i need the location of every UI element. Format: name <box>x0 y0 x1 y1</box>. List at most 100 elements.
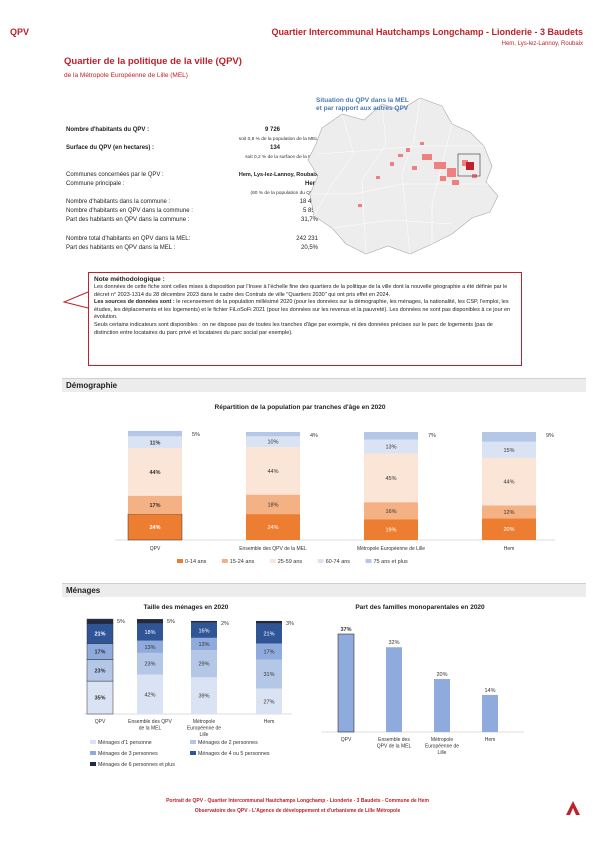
taille-data-label: 21% <box>263 632 274 638</box>
stat-label: Nombre d'habitants du QPV : <box>66 127 150 133</box>
age-bar-segment <box>128 495 182 515</box>
taille-bar-segment <box>191 622 217 638</box>
legend-label: Ménages de 6 personnes et plus <box>98 762 175 768</box>
stat-value: Hem, Lys-lez-Lannoy, Roubaix <box>238 172 318 178</box>
age-bar-segment <box>364 453 418 503</box>
mono-bar <box>434 679 450 732</box>
taille-bar-segment <box>256 643 282 660</box>
taille-data-label: 13% <box>198 642 209 648</box>
mono-bar <box>337 633 355 733</box>
section-demographie: Démographie <box>62 378 586 392</box>
legend-label: Ménages de 3 personnes <box>98 751 158 757</box>
mono-data-label: 32% <box>388 640 399 646</box>
age-data-label: 24% <box>267 525 278 531</box>
age-category-label: Hem <box>504 546 515 552</box>
taille-bar-segment <box>191 650 217 678</box>
taille-bar-segment <box>256 620 282 624</box>
location-map: Situation du QPV dans la MEL et par rapp… <box>302 84 514 262</box>
taille-bar-segment <box>191 637 217 651</box>
taille-bar-segment <box>137 640 163 653</box>
age-bar-segment <box>364 502 418 520</box>
stat-value: 9 726 <box>264 127 280 133</box>
footer-line2: Observatoire des QPV - L'Agence de dével… <box>194 808 401 814</box>
age-data-label: 4% <box>310 433 318 439</box>
taille-bar-segment <box>256 659 282 689</box>
note-text: le recensement de la population millésim… <box>94 299 511 321</box>
section-title: Ménages <box>66 586 101 595</box>
note-title: Note méthodologique : <box>94 276 165 283</box>
section-menages: Ménages <box>62 583 586 597</box>
legend-swatch <box>90 751 96 755</box>
age-chart: 24% 17% 44% 11% 5% QPV 24% 18% 44% 10% 4% Ensemble … <box>115 430 555 565</box>
taille-category-label: Hem <box>264 719 275 725</box>
section-title: Démographie <box>66 381 118 390</box>
taille-bar-segment <box>86 618 114 625</box>
stat-label: Nombre d'habitants en QPV dans la commun… <box>66 208 193 214</box>
legend-swatch <box>365 559 372 563</box>
methodology-note: Note méthodologique : Les données de cet… <box>88 272 522 366</box>
legend-swatch <box>90 740 96 744</box>
taille-data-label: 27% <box>263 699 274 705</box>
taille-bar-segment <box>86 680 114 715</box>
taille-bar-segment <box>137 674 163 714</box>
age-data-label: 45% <box>385 476 396 482</box>
age-bar-segment <box>246 447 300 495</box>
age-bar-segment <box>128 430 182 437</box>
stat-note: (60 % de la population du QPV) <box>250 191 318 196</box>
mono-bar <box>386 647 402 732</box>
taille-category-label: Européenne de <box>187 726 221 732</box>
taille-category-label: QPV <box>95 719 106 725</box>
legend-swatch <box>190 740 196 744</box>
focus-frame <box>457 153 481 177</box>
age-data-label: 10% <box>267 440 278 446</box>
legend-label: Ménages de 2 personnes <box>198 740 258 746</box>
legend-swatch <box>269 559 276 563</box>
taille-chart-title: Taille des ménages en 2020 <box>143 604 229 611</box>
stat-label: Nombre d'habitants dans la commune : <box>66 199 171 205</box>
stat-value: 242 231 <box>296 236 318 242</box>
taille-data-label: 21% <box>94 632 105 638</box>
map-title-line2: et par rapport aux autres QPV <box>316 105 409 112</box>
legend-label: 0-14 ans <box>185 559 207 565</box>
commune-borders <box>310 97 490 255</box>
taille-bar-segment <box>256 623 282 644</box>
header-title: Quartier Intercommunal Hautchamps Longch… <box>271 27 583 37</box>
mono-category-label: Métropole <box>431 737 453 743</box>
stat-value: 18 462 <box>299 199 318 205</box>
age-bar-segment <box>482 441 536 458</box>
legend-label: Ménages d'1 personne <box>98 740 152 746</box>
age-data-label: 13% <box>385 445 396 451</box>
age-data-label: 11% <box>150 440 161 446</box>
stat-value: 20,5% <box>300 245 318 251</box>
age-data-label: 12% <box>503 510 514 516</box>
mono-category-label: Ensemble des <box>378 737 410 743</box>
legend-swatch <box>317 559 324 563</box>
taille-data-label: 39% <box>198 694 209 700</box>
legend-label: Ménages de 4 ou 5 personnes <box>198 751 270 757</box>
age-category-label: Métropole Européenne de Lille <box>357 546 425 552</box>
taille-data-label: 31% <box>263 672 274 678</box>
stat-label: Part des habitants en QPV dans la commun… <box>66 217 190 223</box>
taille-data-label: 23% <box>94 668 105 674</box>
age-data-label: 7% <box>428 433 436 439</box>
stat-value: 134 <box>269 145 280 151</box>
age-bar-segment <box>482 518 536 540</box>
age-bar-segment <box>364 439 418 454</box>
mono-data-label: 37% <box>340 627 351 633</box>
age-data-label: 44% <box>503 480 514 486</box>
age-data-label: 18% <box>267 502 278 508</box>
age-bar-segment <box>364 519 418 540</box>
age-data-label: 24% <box>149 525 160 531</box>
taille-bar-segment <box>137 652 163 675</box>
legend-swatch <box>190 751 196 755</box>
taille-data-label: 5% <box>167 619 175 625</box>
taille-bar-segment <box>191 677 217 714</box>
age-data-label: 15% <box>503 448 514 454</box>
legend-swatch <box>90 762 96 766</box>
taille-bar-segment <box>191 620 217 623</box>
note-paragraph: Seuls certains indicateurs sont disponib… <box>94 321 493 336</box>
age-bar-segment <box>128 436 182 449</box>
taille-category-label: Métropole <box>193 719 215 725</box>
taille-data-label: 2% <box>221 621 229 627</box>
